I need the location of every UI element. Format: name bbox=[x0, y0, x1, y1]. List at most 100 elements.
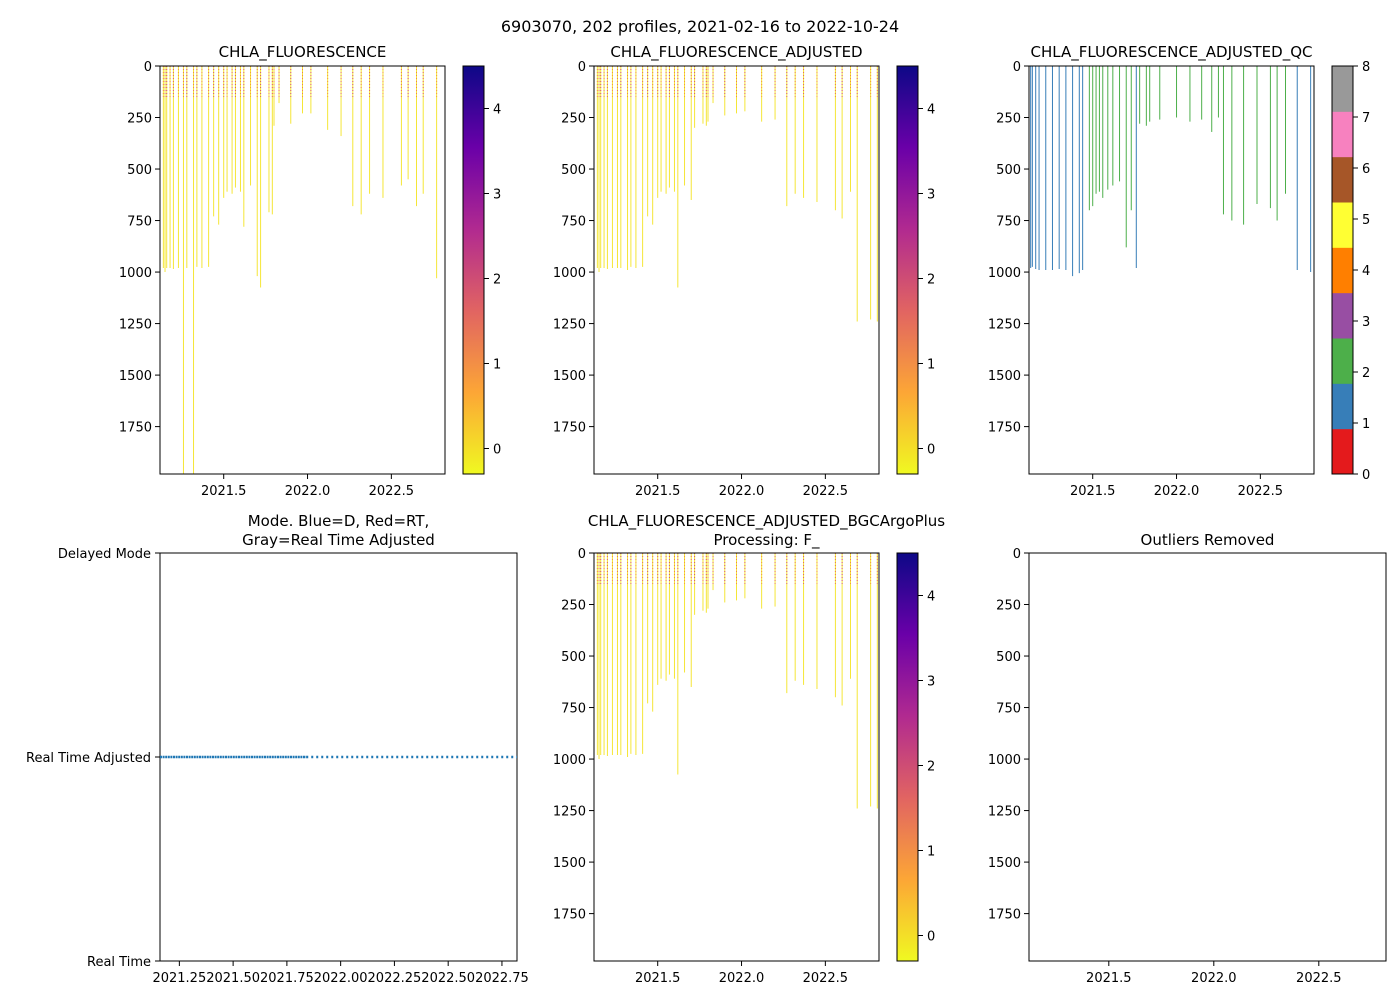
y-tick-label: 500 bbox=[561, 650, 586, 665]
colorbar-tick-label: 0 bbox=[927, 930, 935, 945]
y-tick-label: 0 bbox=[1013, 547, 1021, 562]
chart-bgc: CHLA_FLUORESCENCE_ADJUSTED_BGCArgoPlusPr… bbox=[553, 512, 945, 986]
y-tick-label: 1500 bbox=[553, 856, 586, 871]
y-tick-label: 250 bbox=[561, 112, 586, 127]
colorbar-swatch bbox=[1332, 111, 1353, 158]
y-tick-label: 1250 bbox=[553, 805, 586, 820]
y-tick-label: 1500 bbox=[988, 856, 1021, 871]
colorbar-swatch bbox=[1332, 247, 1353, 294]
colorbar-tick-label: 7 bbox=[1362, 111, 1370, 126]
x-tick-label: 2022.25 bbox=[368, 971, 422, 986]
y-tick-label: 750 bbox=[127, 215, 152, 230]
colorbar-tick-label: 2 bbox=[1362, 366, 1370, 381]
y-tick-label: 250 bbox=[996, 599, 1021, 614]
x-tick-label: 2021.50 bbox=[206, 971, 260, 986]
chart-title: CHLA_FLUORESCENCE_ADJUSTED bbox=[610, 43, 862, 62]
colorbar-tick-label: 1 bbox=[927, 358, 935, 373]
y-tick-label: 1750 bbox=[119, 421, 152, 436]
x-tick-label: 2021.5 bbox=[201, 484, 247, 499]
y-tick-label: 0 bbox=[578, 547, 586, 562]
y-tick-label: 750 bbox=[996, 702, 1021, 717]
colorbar-tick-label: 2 bbox=[493, 273, 501, 288]
y-tick-label: 1250 bbox=[119, 318, 152, 333]
x-tick-label: 2022.75 bbox=[475, 971, 529, 986]
x-tick-label: 2022.0 bbox=[1191, 971, 1237, 986]
colorbar-tick-label: 6 bbox=[1362, 162, 1370, 177]
colorbar-tick-label: 0 bbox=[493, 443, 501, 458]
colorbar-tick-label: 2 bbox=[927, 273, 935, 288]
chla_adj_qc-frame bbox=[1028, 65, 1315, 475]
figure-title: 6903070, 202 profiles, 2021-02-16 to 202… bbox=[501, 17, 899, 36]
colorbar-tick-label: 3 bbox=[927, 188, 935, 203]
chart-chla: CHLA_FLUORESCENCE 0 250 500 750 1000 1250 1500 1… bbox=[119, 43, 501, 499]
colorbar-swatch bbox=[1332, 292, 1353, 339]
x-tick-label: 2021.5 bbox=[635, 484, 681, 499]
x-tick-label: 2022.0 bbox=[719, 971, 765, 986]
colorbar-swatch bbox=[1332, 66, 1353, 112]
x-tick-label: 2022.50 bbox=[421, 971, 475, 986]
colorbar-tick-label: 2 bbox=[927, 760, 935, 775]
y-category-label: Real Time Adjusted bbox=[26, 751, 151, 766]
chla_adj-frame bbox=[593, 65, 880, 475]
y-tick-label: 500 bbox=[127, 163, 152, 178]
y-tick-label: 750 bbox=[561, 215, 586, 230]
chart-mode: Mode. Blue=D, Red=RT,Gray=Real Time Adju… bbox=[26, 512, 529, 986]
y-tick-label: 0 bbox=[1013, 60, 1021, 75]
y-tick-label: 1250 bbox=[553, 318, 586, 333]
colorbar-tick-label: 4 bbox=[1362, 264, 1370, 279]
colorbar-tick-label: 1 bbox=[493, 358, 501, 373]
colorbar-tick-label: 8 bbox=[1362, 60, 1370, 75]
y-tick-label: 1250 bbox=[988, 805, 1021, 820]
x-tick-label: 2021.5 bbox=[635, 971, 681, 986]
colorbar-swatch bbox=[1332, 338, 1353, 384]
y-tick-label: 1500 bbox=[119, 369, 152, 384]
x-tick-label: 2021.5 bbox=[1086, 971, 1132, 986]
chla-frame bbox=[159, 65, 446, 475]
colorbar-tick-label: 1 bbox=[1362, 417, 1370, 432]
y-tick-label: 1000 bbox=[988, 266, 1021, 281]
y-tick-label: 0 bbox=[144, 60, 152, 75]
chart-title-line2: Processing: F_ bbox=[713, 531, 820, 550]
colorbar-tick-label: 4 bbox=[493, 103, 501, 118]
colorbar-tick-label: 4 bbox=[927, 590, 935, 605]
colorbar-tick-label: 3 bbox=[1362, 315, 1370, 330]
y-tick-label: 250 bbox=[127, 112, 152, 127]
colorbar-gradient bbox=[897, 66, 918, 474]
chart-chla_adj: CHLA_FLUORESCENCE_ADJUSTED 0 250 500 750 1000… bbox=[553, 43, 935, 499]
y-category-label: Real Time bbox=[87, 955, 151, 970]
y-tick-label: 750 bbox=[996, 215, 1021, 230]
x-tick-label: 2022.5 bbox=[1296, 971, 1342, 986]
y-tick-label: 0 bbox=[578, 60, 586, 75]
chart-chla_adj_qc: CHLA_FLUORESCENCE_ADJUSTED_QC 0 250 500 750 1… bbox=[988, 43, 1370, 499]
y-tick-label: 1000 bbox=[553, 753, 586, 768]
x-tick-label: 2022.5 bbox=[1238, 484, 1284, 499]
x-tick-label: 2021.25 bbox=[152, 971, 206, 986]
y-tick-label: 250 bbox=[561, 599, 586, 614]
colorbar-frame bbox=[896, 65, 919, 475]
colorbar-gradient bbox=[463, 66, 484, 474]
y-tick-label: 1500 bbox=[988, 369, 1021, 384]
colorbar-tick-label: 0 bbox=[927, 443, 935, 458]
y-tick-label: 1750 bbox=[988, 421, 1021, 436]
y-tick-label: 1000 bbox=[553, 266, 586, 281]
chart-title: CHLA_FLUORESCENCE bbox=[219, 43, 387, 62]
y-tick-label: 500 bbox=[996, 163, 1021, 178]
y-tick-label: 1000 bbox=[119, 266, 152, 281]
chart-title-line2: Gray=Real Time Adjusted bbox=[242, 531, 435, 549]
chart-title-line1: CHLA_FLUORESCENCE_ADJUSTED_BGCArgoPlus bbox=[588, 512, 945, 531]
x-tick-label: 2022.5 bbox=[803, 971, 849, 986]
chart-title: CHLA_FLUORESCENCE_ADJUSTED_QC bbox=[1031, 43, 1313, 62]
outliers-frame bbox=[1028, 552, 1387, 962]
colorbar-gradient bbox=[897, 553, 918, 961]
colorbar-tick-label: 4 bbox=[927, 103, 935, 118]
colorbar-tick-label: 1 bbox=[927, 845, 935, 860]
y-tick-label: 500 bbox=[996, 650, 1021, 665]
y-category-label: Delayed Mode bbox=[58, 547, 151, 562]
x-tick-label: 2022.0 bbox=[1154, 484, 1200, 499]
y-tick-label: 250 bbox=[996, 112, 1021, 127]
colorbar-tick-label: 3 bbox=[493, 188, 501, 203]
x-tick-label: 2022.5 bbox=[803, 484, 849, 499]
x-tick-label: 2022.0 bbox=[719, 484, 765, 499]
y-tick-label: 500 bbox=[561, 163, 586, 178]
